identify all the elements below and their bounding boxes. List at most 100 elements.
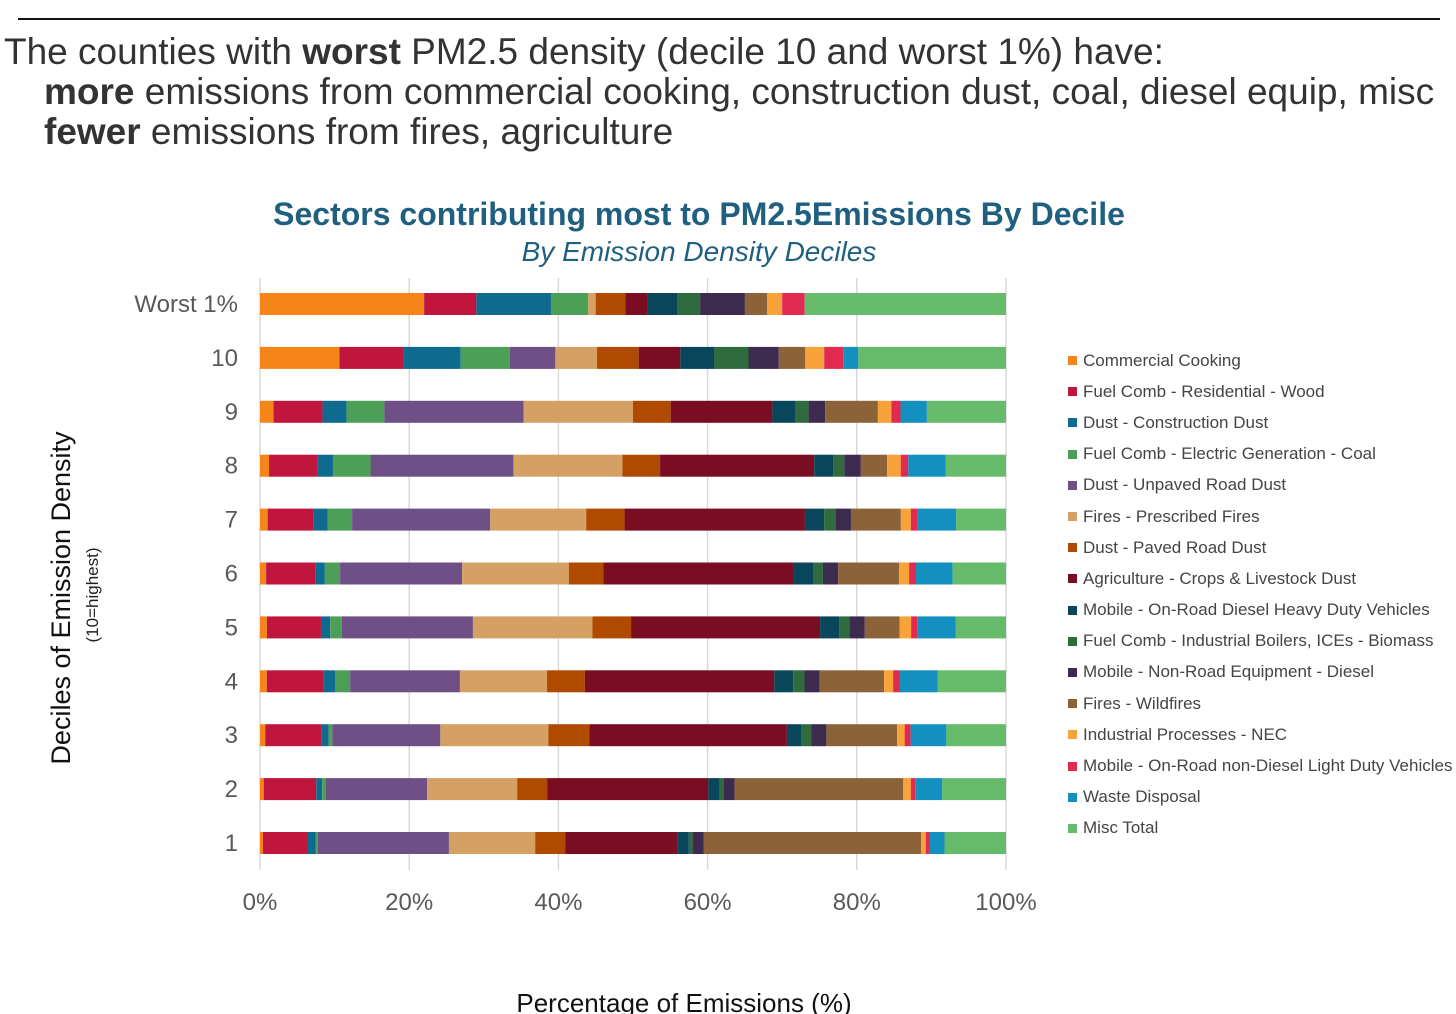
bar-segment (624, 508, 805, 531)
bar-segment (320, 616, 331, 639)
bar-segment (956, 508, 1006, 531)
bar-segment (900, 454, 909, 477)
bar-segment (910, 778, 916, 801)
bar-segment (523, 400, 633, 423)
bar-segment (849, 616, 865, 639)
legend-label: Agriculture - Crops & Livestock Dust (1083, 568, 1357, 588)
bar-segment (550, 293, 589, 315)
legend-item: Commercial Cooking (1068, 345, 1452, 376)
bar-segment (324, 562, 341, 585)
bar-segment (946, 724, 1006, 747)
bar-segment (307, 832, 316, 854)
headline-text: The counties with (4, 32, 303, 72)
y-tick-label: 6 (225, 561, 238, 588)
bar-segment (677, 293, 701, 315)
x-tick-label: 80% (833, 889, 881, 916)
bar-segment (844, 454, 861, 477)
legend-swatch (1068, 543, 1077, 553)
legend-label: Waste Disposal (1083, 787, 1201, 807)
bar-segment (929, 832, 945, 854)
x-tick-label: 20% (385, 889, 433, 916)
bar-segment (325, 778, 428, 801)
bar-segment (266, 616, 321, 639)
bar-segment (819, 670, 885, 693)
bar-segment (603, 562, 794, 585)
bar-segment (925, 832, 930, 854)
bar-segment (813, 562, 823, 585)
legend-swatch (1068, 574, 1077, 584)
legend-label: Mobile - On-Road non-Diesel Light Duty V… (1083, 756, 1453, 776)
y-tick-label: 3 (225, 722, 238, 749)
legend-label: Misc Total (1083, 818, 1159, 838)
bar-segment (860, 454, 888, 477)
bar-segment (748, 346, 779, 369)
bar-segment (384, 400, 524, 423)
y-tick-label: 8 (225, 453, 238, 480)
bar-segment (633, 400, 671, 423)
bar-segment (448, 832, 536, 854)
bar-segment (944, 832, 1006, 854)
bar-segment (835, 508, 851, 531)
bar-segment (688, 832, 693, 854)
bar-segment (700, 293, 745, 315)
bar-segment (910, 508, 918, 531)
bar-segment (513, 454, 623, 477)
bar-segment (903, 778, 911, 801)
bar-segment (884, 670, 894, 693)
legend-swatch (1068, 449, 1077, 459)
legend-item: Misc Total (1068, 813, 1452, 844)
bar-segment (622, 454, 661, 477)
legend-item: Fuel Comb - Electric Generation - Coal (1068, 439, 1452, 470)
bar-segment (260, 454, 270, 477)
bar-segment (267, 508, 314, 531)
legend-swatch (1068, 418, 1077, 428)
legend-swatch (1068, 823, 1077, 833)
y-tick-label: 4 (225, 668, 238, 695)
bar-segment (804, 293, 1006, 315)
bar-segment (322, 778, 326, 801)
bar-segment (565, 832, 678, 854)
legend-label: Fuel Comb - Industrial Boilers, ICEs - B… (1083, 631, 1434, 651)
headline-line-1: The counties with worst PM2.5 density (d… (4, 32, 1456, 72)
legend-swatch (1068, 387, 1077, 397)
legend-item: Waste Disposal (1068, 782, 1452, 813)
legend-label: Industrial Processes - NEC (1083, 724, 1288, 744)
bar-segment (631, 616, 821, 639)
headline-emphasis: fewer (44, 111, 141, 152)
headline-text: emissions from commercial cooking, const… (134, 71, 1435, 112)
bar-segment (266, 562, 316, 585)
legend-label: Mobile - On-Road Diesel Heavy Duty Vehic… (1083, 600, 1430, 620)
bar-segment (315, 562, 325, 585)
bar-segment (774, 670, 794, 693)
x-axis-label: Percentage of Emissions (%) (516, 988, 851, 1014)
x-tick-label: 0% (243, 889, 278, 916)
legend-label: Fuel Comb - Electric Generation - Coal (1083, 444, 1376, 464)
bar-segment (915, 778, 943, 801)
bar-segment (462, 562, 569, 585)
legend-swatch (1068, 730, 1077, 740)
bar-segment (808, 400, 826, 423)
bar-segment (677, 832, 689, 854)
bar-segment (917, 508, 957, 531)
legend-swatch (1068, 605, 1077, 615)
y-tick-label: 9 (225, 399, 238, 426)
headline-emphasis: worst (302, 32, 401, 72)
chart-legend: Commercial Cooking Fuel Comb - Residentia… (1068, 345, 1452, 844)
legend-label: Fires - Prescribed Fires (1083, 506, 1260, 526)
bar-segment (744, 293, 768, 315)
bar-segment (316, 778, 323, 801)
bar-segment (315, 832, 318, 854)
bar-segment (260, 346, 340, 369)
bar-segment (568, 562, 604, 585)
bar-segment (824, 346, 844, 369)
legend-label: Commercial Cooking (1083, 350, 1241, 370)
legend-swatch (1068, 480, 1077, 490)
bar-segment (260, 670, 267, 693)
bar-segment (313, 508, 328, 531)
x-tick-label: 60% (684, 889, 732, 916)
legend-item: Agriculture - Crops & Livestock Dust (1068, 563, 1452, 594)
bar-segment (260, 832, 263, 854)
bar-segment (647, 293, 678, 315)
legend-label: Dust - Paved Road Dust (1083, 537, 1267, 557)
bar-segment (909, 562, 916, 585)
